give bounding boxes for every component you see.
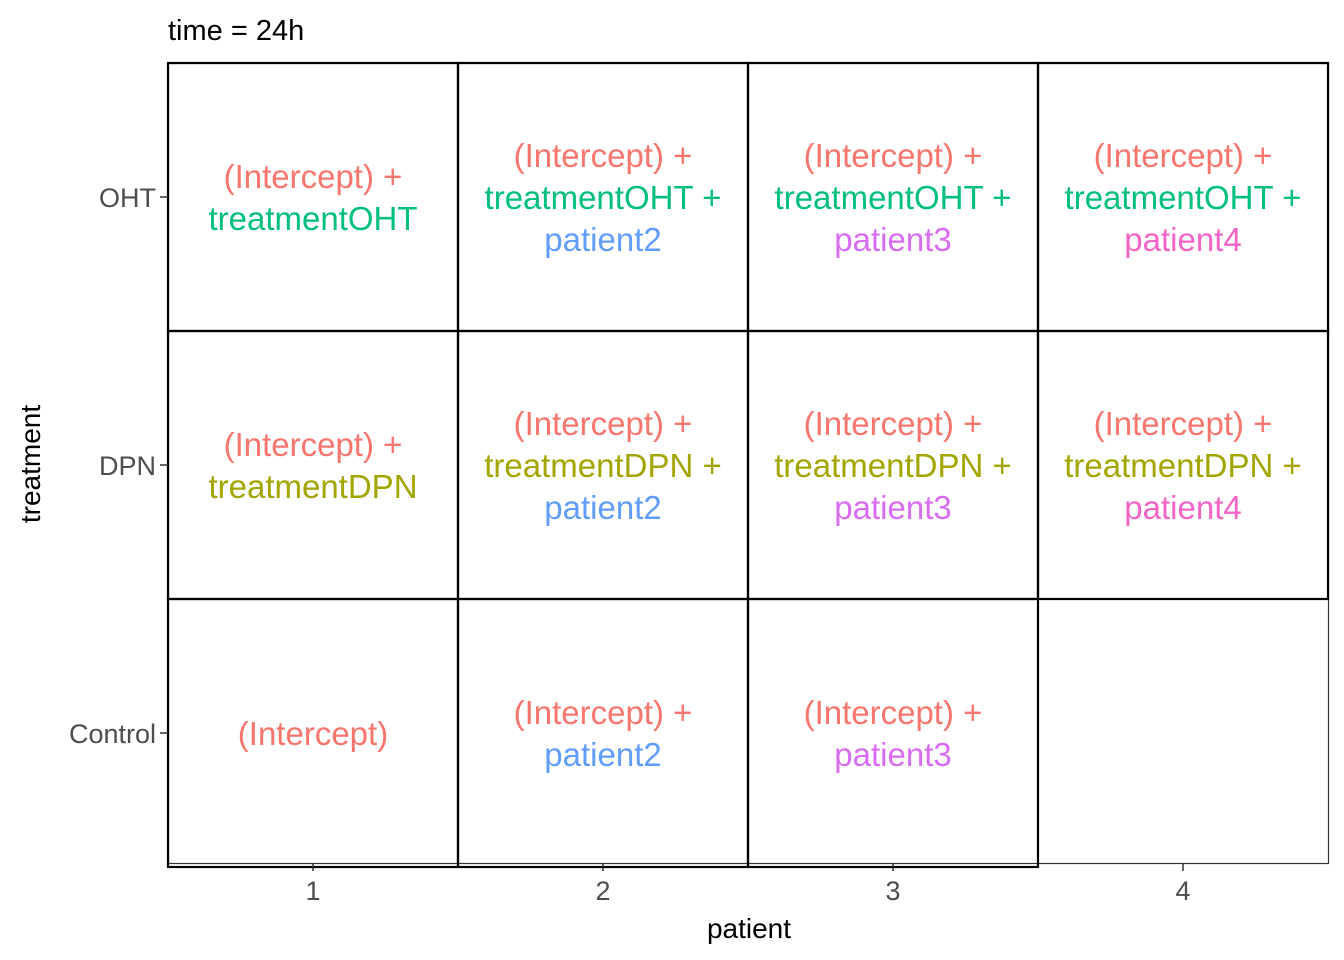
term-patient3: patient3	[834, 736, 951, 773]
cell-label-line: treatmentDPN	[208, 468, 417, 505]
cell-label-line: (Intercept) +	[514, 405, 693, 442]
cell-oht-p4: (Intercept) + treatmentOHT + patient4	[1036, 61, 1330, 333]
cell-oht-p1: (Intercept) + treatmentOHT	[166, 61, 460, 333]
term-treatmentdpn: treatmentDPN +	[774, 447, 1012, 484]
plot-title: time = 24h	[168, 15, 304, 47]
term-intercept: (Intercept) +	[804, 137, 983, 174]
cell-label-line: (Intercept) +	[804, 405, 983, 442]
cell-dpn-p1: (Intercept) + treatmentDPN	[166, 329, 460, 601]
cell-oht-p3: (Intercept) + treatmentOHT + patient3	[746, 61, 1040, 333]
cell-tile	[166, 329, 460, 601]
cell-label-line: (Intercept) +	[514, 694, 693, 731]
cell-label-line: treatmentDPN +	[774, 447, 1012, 484]
cell-label-line: (Intercept) +	[1094, 405, 1273, 442]
term-treatmentoht: treatmentOHT +	[485, 179, 722, 216]
term-intercept: (Intercept) +	[224, 426, 403, 463]
cell-label-line: (Intercept)	[238, 715, 388, 752]
cell-label-line: (Intercept) +	[224, 158, 403, 195]
term-intercept: (Intercept) +	[514, 694, 693, 731]
y-tick-label-control: Control	[69, 719, 156, 749]
cell-tile	[456, 597, 750, 869]
cell-tile	[166, 61, 460, 333]
cell-label-line: treatmentOHT +	[1065, 179, 1302, 216]
term-intercept: (Intercept) +	[224, 158, 403, 195]
term-treatmentdpn: treatmentDPN	[208, 468, 417, 505]
cell-label-line: (Intercept) +	[224, 426, 403, 463]
term-patient2: patient2	[544, 736, 661, 773]
cell-label-line: patient4	[1124, 221, 1241, 258]
cell-label-line: patient3	[834, 736, 951, 773]
y-tick-label-dpn: DPN	[99, 451, 156, 481]
x-tick-label-2: 2	[595, 876, 610, 906]
cell-oht-p2: (Intercept) + treatmentOHT + patient2	[456, 61, 750, 333]
y-axis: OHT DPN Control	[69, 183, 168, 749]
cell-control-p3: (Intercept) + patient3	[746, 597, 1040, 869]
cells-layer: (Intercept) + treatmentOHT (Intercept) + tr…	[166, 61, 1330, 869]
term-intercept: (Intercept) +	[804, 405, 983, 442]
x-tick-label-1: 1	[305, 876, 320, 906]
cell-label-line: (Intercept) +	[1094, 137, 1273, 174]
cell-label-line: treatmentOHT +	[775, 179, 1012, 216]
term-intercept: (Intercept) +	[804, 694, 983, 731]
cell-label-line: treatmentDPN +	[484, 447, 722, 484]
x-axis: 1 2 3 4	[305, 863, 1191, 906]
y-tick-label-oht: OHT	[99, 183, 156, 213]
term-intercept: (Intercept) +	[514, 405, 693, 442]
cell-dpn-p3: (Intercept) + treatmentDPN + patient3	[746, 329, 1040, 601]
cell-label-line: patient3	[834, 489, 951, 526]
cell-label-line: treatmentOHT +	[485, 179, 722, 216]
term-patient2: patient2	[544, 489, 661, 526]
cell-label-line: patient3	[834, 221, 951, 258]
cell-label-line: (Intercept) +	[804, 137, 983, 174]
x-tick-label-4: 4	[1175, 876, 1190, 906]
cell-label-line: (Intercept) +	[804, 694, 983, 731]
term-treatmentoht: treatmentOHT	[208, 200, 417, 237]
term-patient3: patient3	[834, 489, 951, 526]
term-intercept: (Intercept) +	[1094, 405, 1273, 442]
term-patient4: patient4	[1124, 221, 1241, 258]
cell-tile	[1036, 329, 1330, 601]
term-treatmentoht: treatmentOHT +	[775, 179, 1012, 216]
cell-label-line: patient4	[1124, 489, 1241, 526]
cell-dpn-p2: (Intercept) + treatmentDPN + patient2	[456, 329, 750, 601]
cell-control-p2: (Intercept) + patient2	[456, 597, 750, 869]
term-treatmentoht: treatmentOHT +	[1065, 179, 1302, 216]
x-tick-label-3: 3	[885, 876, 900, 906]
y-axis-title: treatment	[15, 405, 46, 523]
cell-tile	[746, 597, 1040, 869]
x-axis-title: patient	[707, 913, 791, 944]
term-patient2: patient2	[544, 221, 661, 258]
cell-control-p1: (Intercept)	[166, 597, 460, 869]
cell-label-line: treatmentOHT	[208, 200, 417, 237]
term-treatmentdpn: treatmentDPN +	[1064, 447, 1302, 484]
term-patient4: patient4	[1124, 489, 1241, 526]
cell-label-line: patient2	[544, 489, 661, 526]
term-intercept: (Intercept)	[238, 715, 388, 752]
term-patient3: patient3	[834, 221, 951, 258]
term-intercept: (Intercept) +	[514, 137, 693, 174]
cell-dpn-p4: (Intercept) + treatmentDPN + patient4	[1036, 329, 1330, 601]
cell-label-line: patient2	[544, 736, 661, 773]
cell-label-line: treatmentDPN +	[1064, 447, 1302, 484]
term-treatmentdpn: treatmentDPN +	[484, 447, 722, 484]
cell-label-line: (Intercept) +	[514, 137, 693, 174]
cell-label-line: patient2	[544, 221, 661, 258]
term-intercept: (Intercept) +	[1094, 137, 1273, 174]
